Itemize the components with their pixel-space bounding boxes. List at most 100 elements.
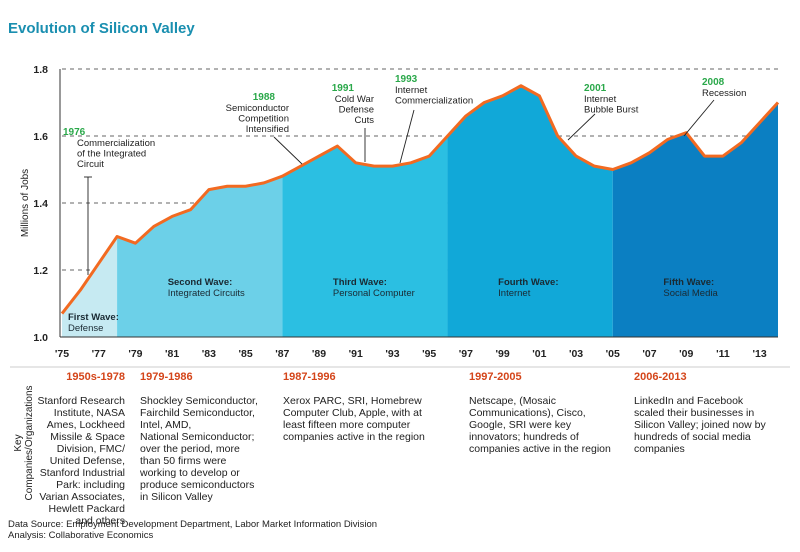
era-description-line: Institute, NASA <box>53 407 125 419</box>
annotation-text: Internet <box>584 94 617 105</box>
y-tick-label: 1.6 <box>33 131 48 143</box>
x-tick-label: '87 <box>275 348 289 360</box>
wave-label-title: Third Wave: <box>333 277 387 288</box>
x-tick-label: '07 <box>642 348 656 360</box>
era-description: Netscape, (Mosaic Communications), Cisco,… <box>469 395 619 455</box>
annotation-text: Recession <box>702 88 746 99</box>
y-tick-label: 1.4 <box>33 198 48 210</box>
chart-title: Evolution of Silicon Valley <box>8 20 195 37</box>
annotation-text: Bubble Burst <box>584 105 639 116</box>
era-description-line: Varian Associates, <box>39 491 125 503</box>
era-description-line: over the period, more <box>140 443 240 455</box>
era-years: 1987-1996 <box>283 371 336 383</box>
x-tick-label: '11 <box>716 348 730 360</box>
era-description-line: Computer Club, Apple, with at <box>283 407 422 419</box>
era-description-line: Missile & Space <box>50 431 125 443</box>
era-block: 1997-2005 Netscape, (Mosaic Communication… <box>469 371 619 455</box>
x-tick-label: '95 <box>422 348 436 360</box>
era-description-line: National Semiconductor; <box>140 431 255 443</box>
era-description-line: Hewlett Packard <box>48 503 125 515</box>
x-tick-label: '83 <box>202 348 216 360</box>
annotation-text: Circuit <box>77 159 104 170</box>
era-description-line: Stanford Research <box>37 395 125 407</box>
era-description-line: Fairchild Semiconductor, <box>140 407 255 419</box>
annotation-text: Cuts <box>354 115 374 126</box>
x-tick-label: '99 <box>496 348 510 360</box>
era-block: 1979-1986 Shockley Semiconductor, Fairchi… <box>140 371 275 503</box>
era-description-line: Intel, AMD, <box>140 419 192 431</box>
era-description-line: scaled their businesses in <box>634 407 755 419</box>
era-description-line: working to develop or <box>140 467 240 479</box>
era-description-line: in Silicon Valley <box>140 491 213 503</box>
x-tick-label: '01 <box>532 348 546 360</box>
wave-area <box>282 136 448 337</box>
wave-label-subtitle: Personal Computer <box>333 288 415 299</box>
x-tick-label: '05 <box>606 348 620 360</box>
era-years: 2006-2013 <box>634 371 687 383</box>
annotation-text: Commercialization <box>77 138 155 149</box>
era-description-line: Xerox PARC, SRI, Homebrew <box>283 395 422 407</box>
era-description-line: innovators; hundreds of <box>469 431 579 443</box>
era-description-line: Park: including <box>56 479 125 491</box>
wave-label-title: First Wave: <box>68 312 119 323</box>
wave-label-title: Fifth Wave: <box>663 277 714 288</box>
era-description-line: and others <box>75 515 125 527</box>
x-tick-label: '97 <box>459 348 473 360</box>
annotation-leader <box>399 109 415 164</box>
x-tick-label: '89 <box>312 348 326 360</box>
era-block: 1950s-1978 Stanford Research Institute, N… <box>22 371 125 527</box>
x-tick-label: '91 <box>349 348 363 360</box>
annotation-text: Intensified <box>246 124 289 135</box>
x-tick-label: '77 <box>92 348 106 360</box>
era-description-line: companies <box>634 443 685 455</box>
annotation-text: Competition <box>238 114 289 125</box>
era-description-line: Ames, Lockheed <box>46 419 125 431</box>
y-tick-label: 1.0 <box>33 332 48 344</box>
x-tick-label: '81 <box>165 348 179 360</box>
y-axis-label: Millions of Jobs <box>20 169 31 237</box>
era-years: 1979-1986 <box>140 371 193 383</box>
data-source-note: Data Source: Employment Development Depa… <box>8 519 377 541</box>
wave-label-subtitle: Integrated Circuits <box>168 288 245 299</box>
era-description-line: United Defense, <box>49 455 125 467</box>
annotation-text: Defense <box>339 105 374 116</box>
annotation-leader <box>567 113 596 141</box>
era-block: 2006-2013 LinkedIn and Facebook scaled th… <box>634 371 794 455</box>
annotation-year: 1991 <box>332 83 355 94</box>
era-description-line: Netscape, (Mosaic <box>469 395 556 407</box>
analysis-line: Analysis: Collaborative Economics <box>8 530 154 541</box>
wave-label-title: Fourth Wave: <box>498 277 558 288</box>
wave-area <box>62 236 118 337</box>
annotation-text: Commercialization <box>395 96 473 107</box>
annotation-text: of the Integrated <box>77 149 146 160</box>
era-description-line: hundreds of social media <box>634 431 751 443</box>
annotation-year: 1993 <box>395 74 418 85</box>
y-tick-label: 1.8 <box>33 64 48 76</box>
x-tick-label: '03 <box>569 348 583 360</box>
annotation-year: 2008 <box>702 77 725 88</box>
era-description-line: Communications), Cisco, <box>469 407 586 419</box>
wave-area <box>612 102 778 337</box>
era-description-line: Google, SRI were key <box>469 419 572 431</box>
wave-label-subtitle: Defense <box>68 323 103 334</box>
era-description-line: LinkedIn and Facebook <box>634 395 744 407</box>
wave-area <box>117 176 283 337</box>
wave-area <box>447 85 613 337</box>
era-description-line: companies active in the region <box>283 431 425 443</box>
x-tick-label: '75 <box>55 348 69 360</box>
annotation-year: 1976 <box>63 127 86 138</box>
annotation-year: 2001 <box>584 83 607 94</box>
y-tick-label: 1.2 <box>33 265 48 277</box>
x-tick-label: '13 <box>753 348 767 360</box>
era-description-line: Division, FMC/ <box>56 443 125 455</box>
x-tick-label: '85 <box>238 348 252 360</box>
era-block: 1987-1996 Xerox PARC, SRI, Homebrew Compu… <box>283 371 453 443</box>
era-description-line: Silicon Valley; joined now by <box>634 419 766 431</box>
era-description: Xerox PARC, SRI, Homebrew Computer Club, … <box>283 395 453 443</box>
era-description: Shockley Semiconductor, Fairchild Semicon… <box>140 395 275 503</box>
wave-label-subtitle: Internet <box>498 288 531 299</box>
source-line: Data Source: Employment Development Depa… <box>8 519 378 530</box>
annotation-text: Semiconductor <box>226 103 289 114</box>
wave-label-title: Second Wave: <box>168 277 233 288</box>
